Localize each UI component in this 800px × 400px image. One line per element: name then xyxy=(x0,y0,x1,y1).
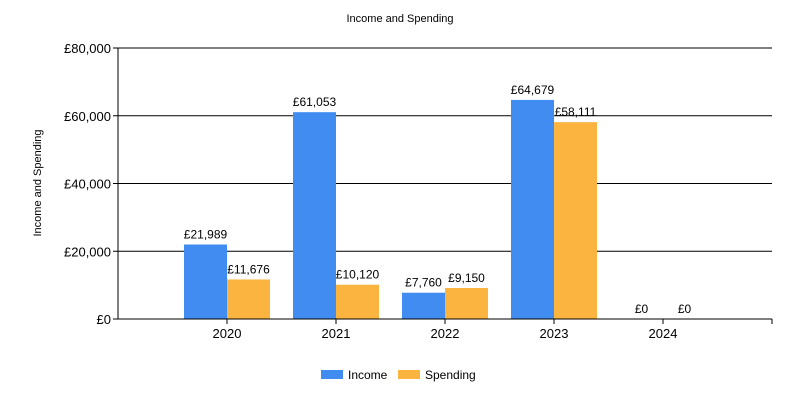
legend-swatch-income xyxy=(321,370,343,379)
x-tick-label: 2021 xyxy=(322,326,351,341)
data-label: £64,679 xyxy=(511,83,555,97)
bar-income xyxy=(511,99,554,319)
y-tick-label: £60,000 xyxy=(64,109,111,124)
bar-spending xyxy=(227,279,270,319)
data-label: £9,150 xyxy=(448,271,485,285)
data-label: £58,111 xyxy=(555,105,597,119)
bar-spending xyxy=(445,288,488,319)
bar-income xyxy=(184,244,227,319)
data-label: £10,120 xyxy=(336,268,380,282)
bar-spending xyxy=(554,122,597,319)
legend-swatch-spending xyxy=(398,370,420,379)
data-label: £0 xyxy=(678,302,692,316)
bar-income xyxy=(293,112,336,320)
bar-spending xyxy=(336,284,379,319)
data-label: £21,989 xyxy=(184,228,228,242)
y-tick-label: £80,000 xyxy=(64,41,111,56)
data-label: £0 xyxy=(635,302,649,316)
x-tick-label: 2020 xyxy=(213,326,242,341)
data-label: £61,053 xyxy=(293,95,337,109)
y-tick-label: £20,000 xyxy=(64,244,111,259)
x-tick-label: 2022 xyxy=(431,326,460,341)
x-tick-label: 2024 xyxy=(649,326,678,341)
data-label: £7,760 xyxy=(405,276,442,290)
legend-label-spending: Spending xyxy=(425,368,476,382)
x-tick-label: 2023 xyxy=(540,326,569,341)
chart-title: Income and Spending xyxy=(346,13,453,25)
legend-label-income: Income xyxy=(348,368,388,382)
y-tick-label: £40,000 xyxy=(64,177,111,192)
bar-income xyxy=(402,292,445,319)
y-tick-label: £0 xyxy=(97,312,111,327)
data-label: £11,676 xyxy=(227,262,270,276)
y-axis-label: Income and Spending xyxy=(32,129,44,236)
